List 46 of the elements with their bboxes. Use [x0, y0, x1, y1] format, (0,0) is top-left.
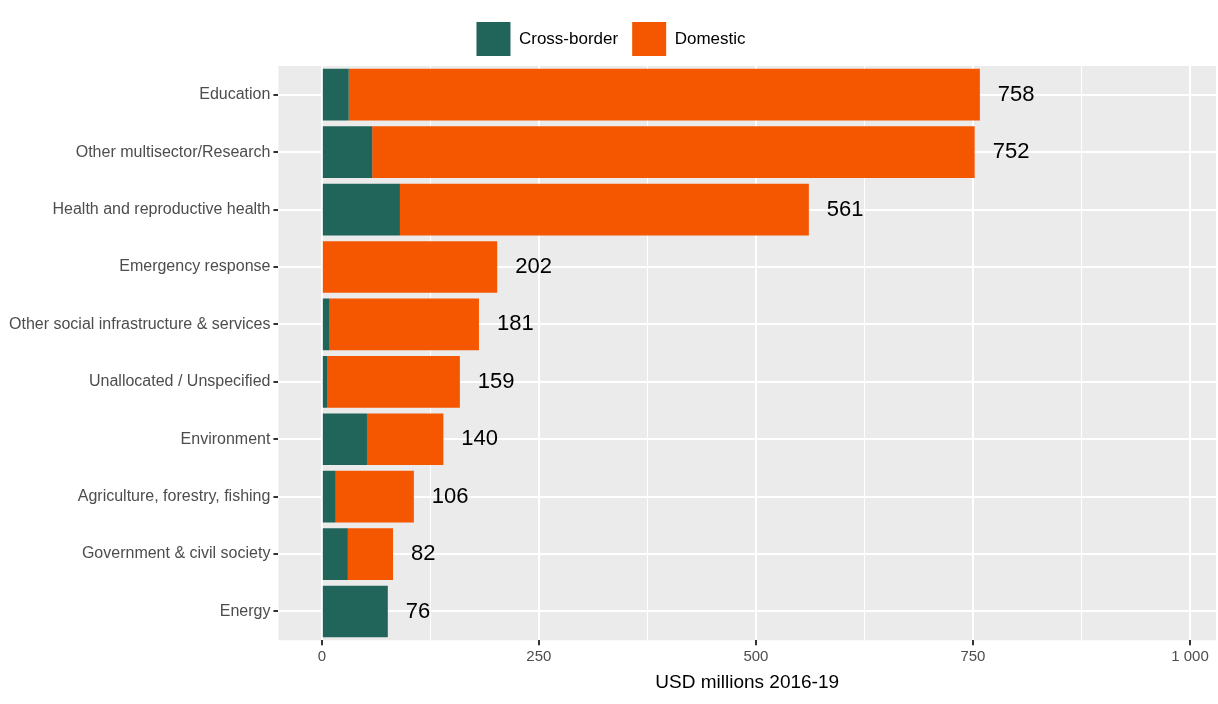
- x-axis-title: USD millions 2016-19: [655, 670, 840, 692]
- bar: [322, 68, 349, 121]
- total-label: 561: [826, 195, 864, 221]
- total-label: 140: [461, 425, 499, 451]
- x-tick-label: 750: [960, 647, 986, 665]
- bar: [372, 126, 975, 178]
- total-label: 76: [405, 597, 431, 623]
- total-label: 159: [477, 367, 515, 393]
- total-label: 181: [496, 310, 534, 336]
- bar: [322, 413, 367, 466]
- total-label: 106: [431, 482, 469, 508]
- bar: [322, 298, 330, 351]
- legend-label: Domestic: [674, 28, 747, 48]
- bar: [366, 413, 444, 466]
- y-tick-label: Unallocated / Unspecified: [88, 372, 271, 390]
- total-label: 758: [997, 80, 1035, 106]
- bar: [327, 355, 460, 408]
- x-tick-label: 250: [526, 647, 552, 665]
- total-label: 82: [411, 540, 436, 566]
- y-tick-label: Energy: [219, 601, 271, 619]
- y-tick-label: Education: [199, 85, 271, 103]
- y-tick-label: Health and reproductive health: [52, 199, 271, 217]
- bar: [348, 68, 980, 121]
- y-tick-label: Other social infrastructure & services: [9, 314, 271, 332]
- y-tick-label: Emergency response: [119, 257, 271, 275]
- bar: [329, 298, 479, 351]
- x-tick-label: 0: [317, 647, 326, 665]
- bar: [322, 241, 498, 293]
- y-tick-label: Agriculture, forestry, fishing: [77, 487, 271, 505]
- bar: [322, 126, 373, 178]
- total-label: 202: [515, 253, 552, 279]
- legend-label: Cross-border: [518, 28, 619, 48]
- bar: [322, 355, 328, 408]
- bar: [322, 183, 400, 236]
- bar: [399, 183, 809, 236]
- x-tick-label: 500: [743, 647, 769, 665]
- y-tick-label: Environment: [180, 429, 271, 447]
- bar: [322, 470, 336, 523]
- bar: [335, 470, 414, 523]
- y-tick-label: Government & civil society: [81, 544, 271, 562]
- total-label: 752: [992, 138, 1030, 164]
- bar: [322, 585, 388, 638]
- x-tick-label: 1 000: [1171, 647, 1209, 665]
- bar: [322, 528, 348, 580]
- bar: [347, 528, 394, 580]
- y-tick-label: Other multisector/Research: [75, 142, 271, 160]
